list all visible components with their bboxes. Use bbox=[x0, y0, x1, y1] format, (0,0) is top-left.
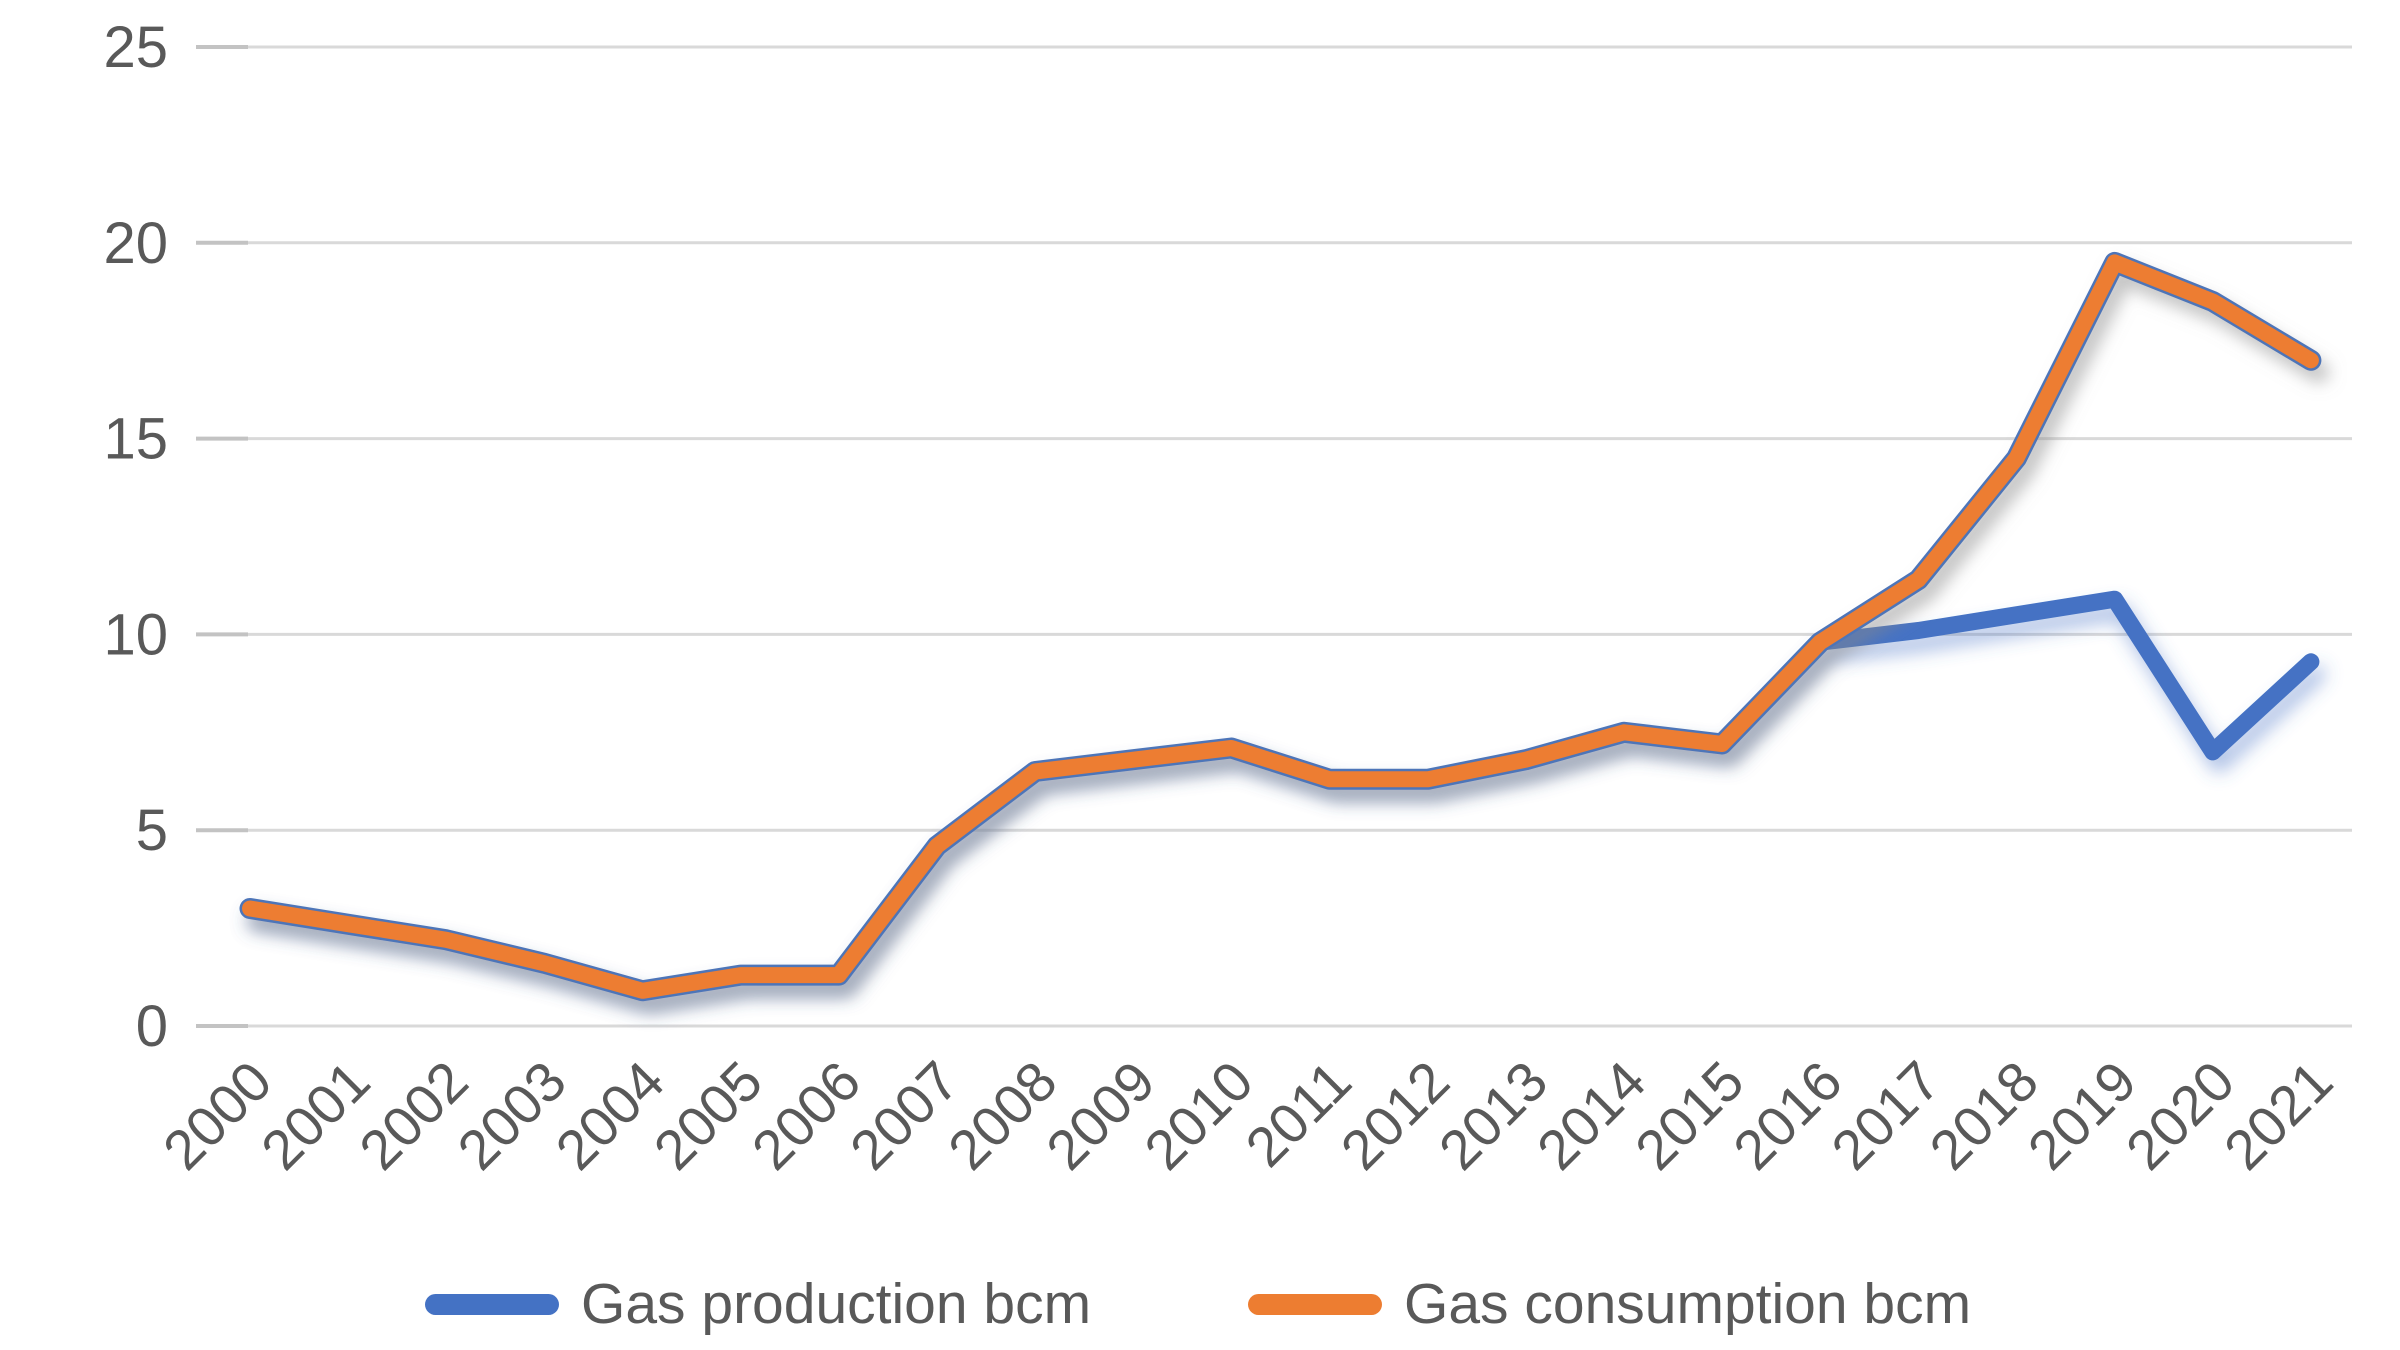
x-tick-label: 2002 bbox=[347, 1049, 480, 1182]
y-tick-label: 10 bbox=[103, 602, 168, 667]
x-tick-label: 2004 bbox=[543, 1049, 676, 1182]
consumption-legend-label: Gas consumption bcm bbox=[1404, 1272, 1972, 1336]
x-tick-label: 2009 bbox=[1034, 1049, 1167, 1182]
consumption-series-group bbox=[239, 251, 2322, 1002]
production-line bbox=[241, 590, 2320, 1000]
chart-legend: Gas production bcm Gas consumption bcm bbox=[0, 1272, 2400, 1342]
y-tick-label: 20 bbox=[103, 211, 168, 276]
x-tick-label: 2021 bbox=[2212, 1049, 2345, 1182]
x-tick-label: 2014 bbox=[1525, 1049, 1658, 1182]
production-legend-label: Gas production bcm bbox=[581, 1272, 1092, 1336]
x-tick-label: 2005 bbox=[642, 1049, 775, 1182]
consumption-legend-swatch bbox=[1248, 1293, 1382, 1315]
x-tick-label: 2007 bbox=[838, 1049, 971, 1182]
legend-item-production: Gas production bcm bbox=[425, 1272, 1091, 1336]
production-legend-swatch bbox=[425, 1293, 559, 1315]
y-tick-label: 15 bbox=[103, 407, 168, 472]
x-tick-label: 2019 bbox=[2016, 1049, 2149, 1182]
x-tick-label: 2016 bbox=[1721, 1049, 1854, 1182]
y-tick-label: 5 bbox=[136, 798, 168, 863]
legend-item-consumption: Gas consumption bcm bbox=[1248, 1272, 1971, 1336]
consumption-line-edge bbox=[239, 251, 2322, 1002]
x-tick-label: 2010 bbox=[1132, 1049, 1265, 1182]
x-tick-label: 2013 bbox=[1427, 1049, 1560, 1182]
consumption-line bbox=[242, 254, 2319, 999]
x-tick-label: 2018 bbox=[1917, 1049, 2050, 1182]
y-tick-label: 0 bbox=[136, 994, 168, 1059]
x-tick-label: 2017 bbox=[1819, 1049, 1952, 1182]
x-tick-label: 2008 bbox=[936, 1049, 1069, 1182]
x-tick-label: 2011 bbox=[1233, 1049, 1363, 1179]
x-tick-label: 2001 bbox=[249, 1049, 382, 1182]
y-tick-label: 25 bbox=[103, 15, 168, 80]
x-tick-label: 2015 bbox=[1623, 1049, 1756, 1182]
x-tick-label: 2012 bbox=[1329, 1049, 1462, 1182]
x-tick-label: 2003 bbox=[445, 1049, 578, 1182]
x-tick-label: 2000 bbox=[151, 1049, 284, 1182]
x-tick-label: 2020 bbox=[2114, 1049, 2247, 1182]
x-tick-label: 2006 bbox=[740, 1049, 873, 1182]
production-series-group bbox=[241, 590, 2320, 1000]
